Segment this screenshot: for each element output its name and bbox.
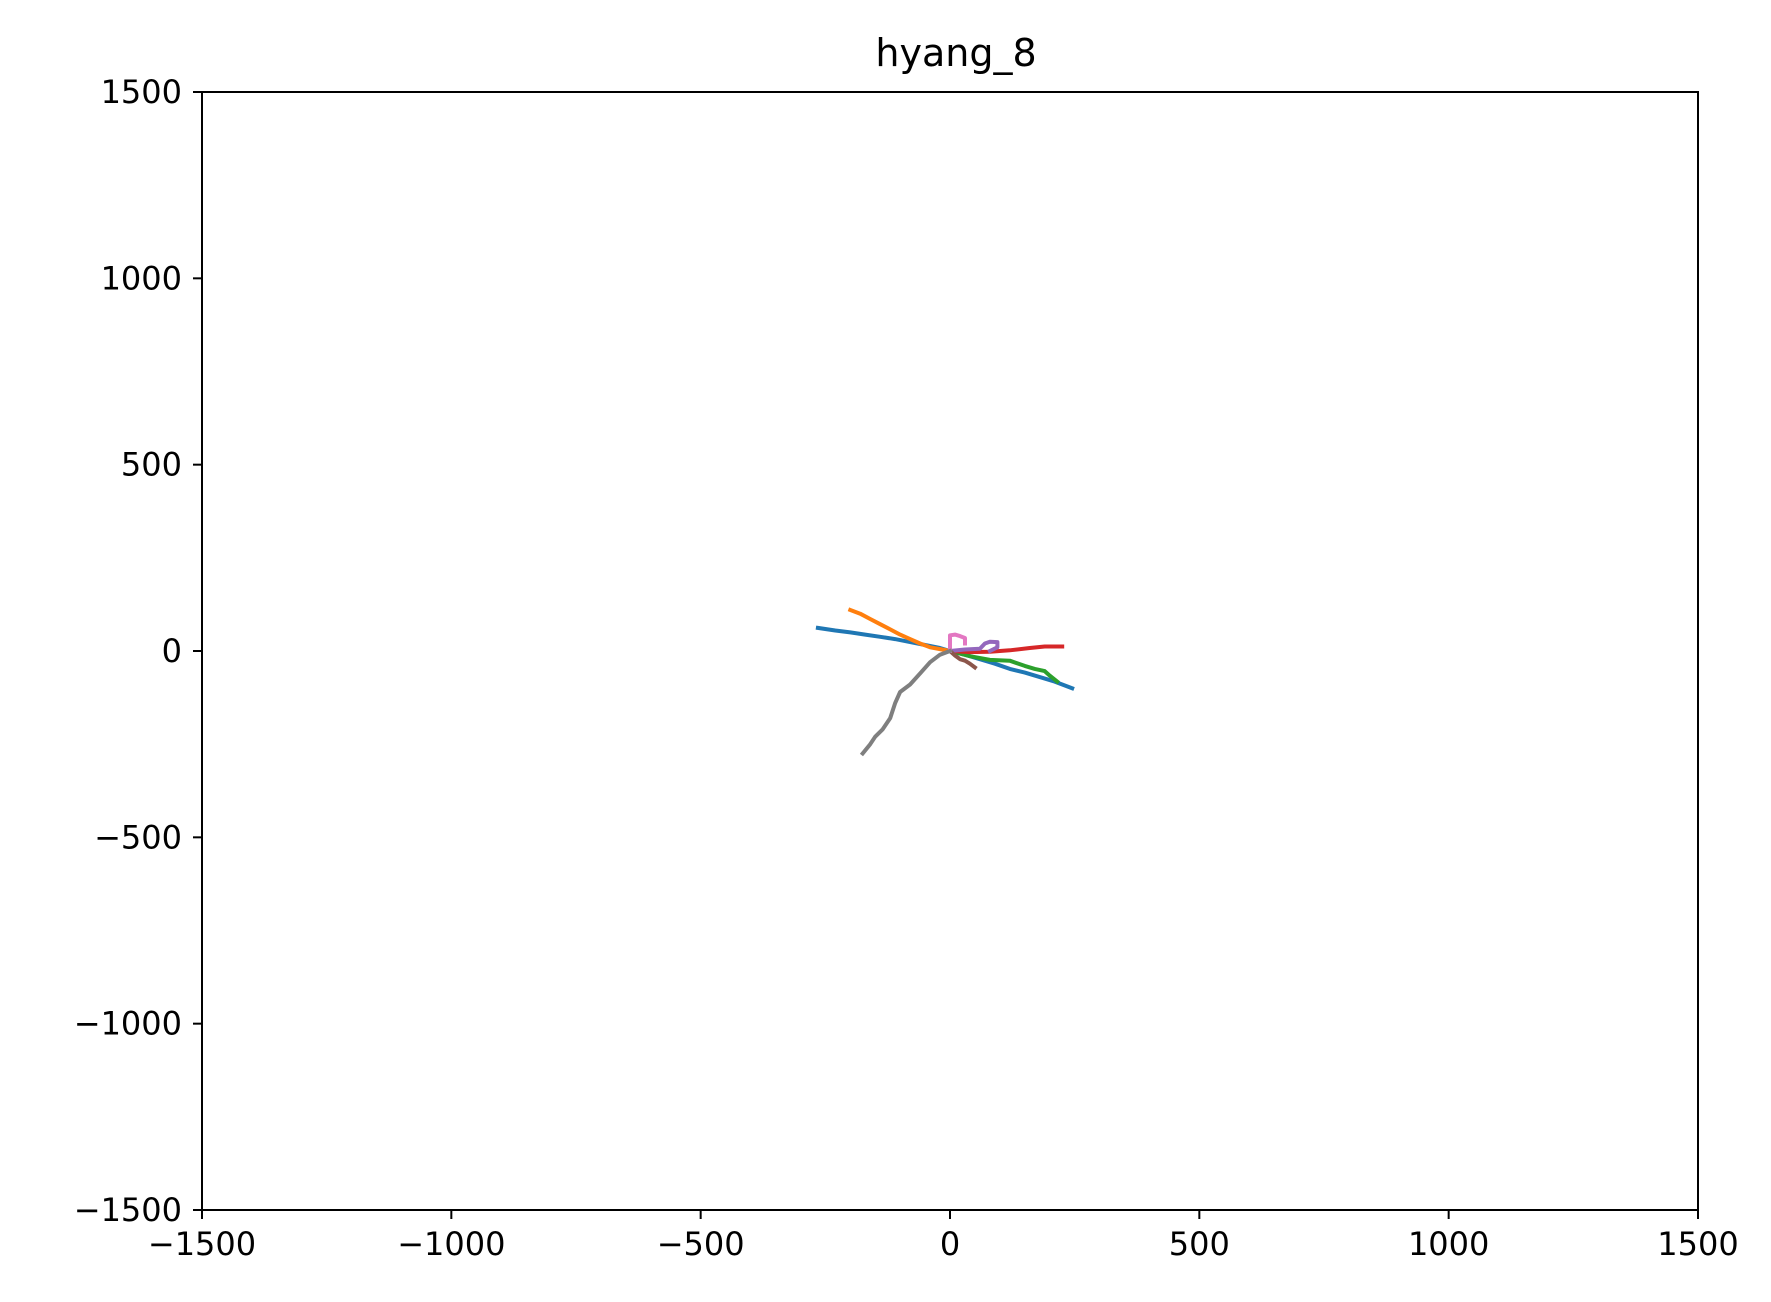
y-tick-label: 0 [162, 632, 182, 670]
y-tick-label: 1000 [101, 259, 182, 297]
series-line-7 [948, 632, 967, 653]
x-tick-label: 500 [1169, 1225, 1230, 1263]
series-line-3 [947, 648, 1061, 685]
x-tick-label: −1500 [148, 1225, 256, 1263]
x-tick-label: −500 [657, 1225, 745, 1263]
series-line-6 [947, 648, 978, 671]
series-line-8 [859, 648, 953, 757]
x-tick-label: 1500 [1657, 1225, 1738, 1263]
y-tick-label: −500 [94, 818, 182, 856]
y-tick-label: −1000 [74, 1005, 182, 1043]
series-line-1 [815, 625, 1075, 691]
x-tick-label: 0 [940, 1225, 960, 1263]
y-tick-label: 500 [121, 446, 182, 484]
y-tick-label: 1500 [101, 73, 182, 111]
x-tick-label: 1000 [1408, 1225, 1489, 1263]
y-tick-label: −1500 [74, 1191, 182, 1229]
series-layer [815, 607, 1075, 757]
series-line-5 [947, 639, 1000, 654]
chart-title: hyang_8 [875, 31, 1036, 75]
x-tick-label: −1000 [397, 1225, 505, 1263]
series-line-2 [847, 607, 953, 654]
axes-layer: −1500 −1000 −500 0 500 1000 1500 −1500 −1000 −500… [74, 73, 1739, 1263]
series-line-4 [947, 644, 1065, 655]
